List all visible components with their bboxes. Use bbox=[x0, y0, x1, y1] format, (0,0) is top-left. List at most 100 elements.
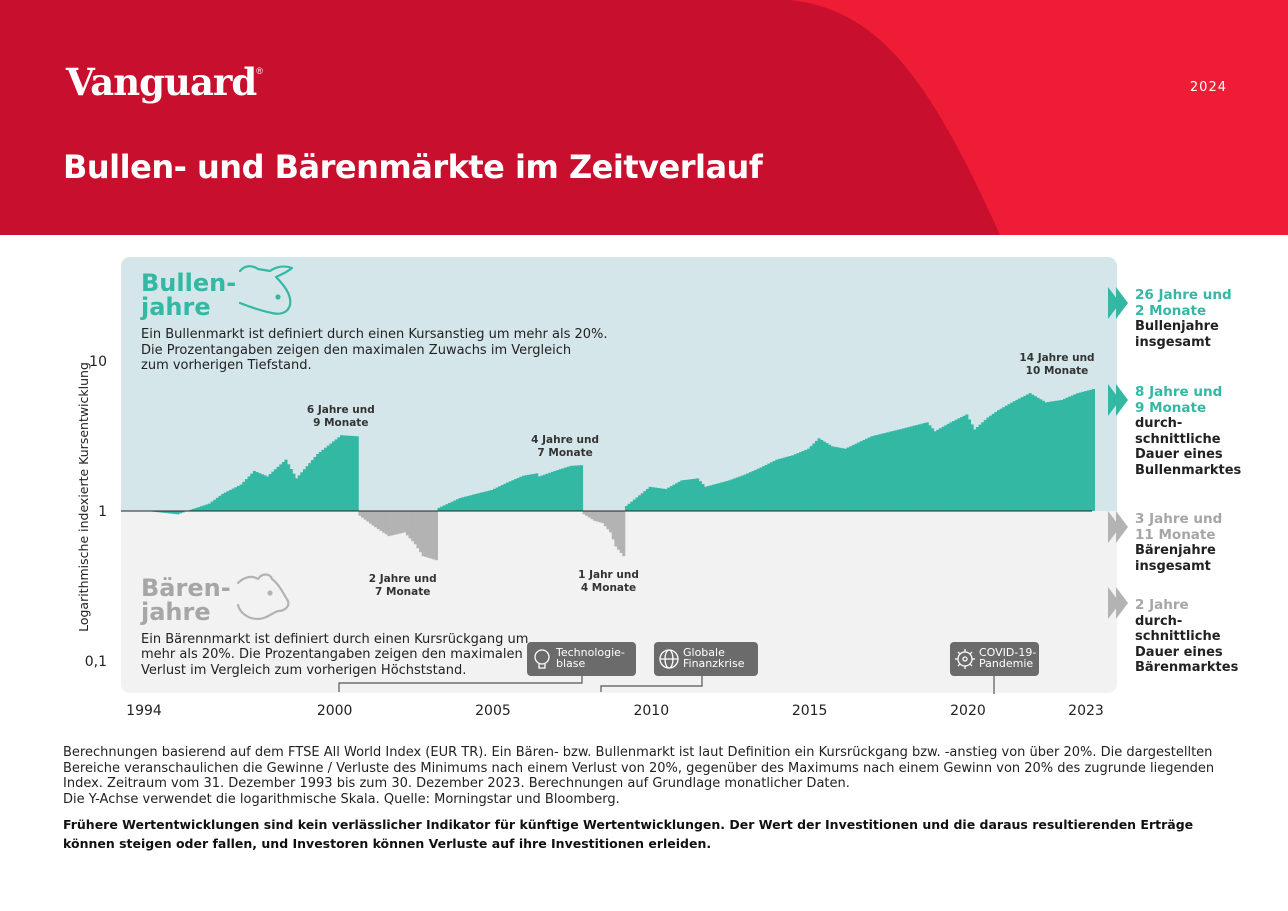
bull-bar bbox=[178, 511, 182, 514]
bear-bar bbox=[395, 511, 399, 535]
header-dark-red-curve bbox=[0, 0, 1000, 235]
bull-bar bbox=[973, 429, 977, 511]
bull-bar bbox=[659, 488, 663, 511]
summary-bear-total-value-2: 11 Monate bbox=[1135, 526, 1216, 543]
x-tick-label-2005: 2005 bbox=[475, 703, 511, 719]
bull-bar bbox=[719, 482, 723, 511]
bull-bar bbox=[624, 505, 628, 511]
summary-bear-total-label-1: Bärenjahre bbox=[1135, 543, 1216, 558]
bull-bar bbox=[830, 446, 834, 511]
bull-bar bbox=[960, 417, 964, 511]
bull-bar bbox=[785, 456, 789, 511]
x-axis-ticks: 1994 2000 2005 2010 2015 2020 2023 bbox=[126, 703, 1104, 719]
bull-bar bbox=[772, 460, 776, 511]
bull-bar bbox=[1084, 391, 1088, 511]
bull-bar bbox=[202, 505, 206, 511]
bull-bar bbox=[738, 476, 742, 511]
bull-duration-label: 7 Monate bbox=[537, 447, 592, 459]
bull-bar bbox=[902, 428, 906, 511]
bull-bar bbox=[627, 503, 631, 511]
bear-description-line1: Ein Bärennmarkt ist definiert durch eine… bbox=[141, 632, 528, 647]
page-title: Bullen- und Bärenmärkte im Zeitverlauf bbox=[63, 148, 763, 186]
bear-bar bbox=[593, 511, 597, 521]
bear-bar bbox=[405, 511, 409, 536]
bull-bar bbox=[305, 466, 309, 511]
bull-bar bbox=[466, 495, 470, 511]
bull-bar bbox=[255, 472, 259, 511]
bull-bar bbox=[688, 479, 692, 511]
bull-duration-label: 9 Monate bbox=[313, 417, 368, 429]
bull-bar bbox=[764, 464, 768, 511]
bull-bar bbox=[556, 470, 560, 511]
bull-bar bbox=[690, 479, 694, 511]
event-label: Pandemie bbox=[979, 657, 1033, 670]
header-background bbox=[0, 0, 1288, 235]
event-box bbox=[654, 642, 758, 676]
bull-bar bbox=[788, 456, 792, 511]
bear-duration-label: 4 Monate bbox=[581, 582, 636, 594]
bull-bar bbox=[925, 422, 929, 511]
bull-bar bbox=[843, 448, 847, 511]
event-label: Technologie- bbox=[555, 646, 625, 659]
bull-bar bbox=[741, 475, 745, 511]
bull-bar bbox=[814, 440, 818, 511]
summary-bull-total-label-1: Bullenjahre bbox=[1135, 319, 1219, 334]
bull-bar bbox=[701, 483, 705, 511]
bull-bar bbox=[799, 452, 803, 511]
bear-bar bbox=[432, 511, 436, 560]
bull-bar bbox=[574, 465, 578, 511]
bear-bar bbox=[384, 511, 388, 535]
bull-bar bbox=[1018, 398, 1022, 511]
bull-bar bbox=[957, 418, 961, 511]
bull-bar bbox=[878, 434, 882, 511]
bull-bar bbox=[266, 476, 270, 511]
bear-bar bbox=[416, 511, 420, 549]
bull-bar bbox=[300, 472, 304, 511]
bull-bar bbox=[226, 491, 230, 511]
bull-bar bbox=[946, 423, 950, 511]
summary-bear-avg-label-1: durch- bbox=[1135, 613, 1183, 629]
bull-bar bbox=[1078, 392, 1082, 511]
bear-bar bbox=[587, 511, 592, 518]
bull-bar bbox=[490, 490, 494, 511]
bear-bar bbox=[371, 511, 375, 526]
bull-bar bbox=[1089, 389, 1093, 511]
bull-bar bbox=[917, 424, 921, 511]
bull-bar bbox=[295, 478, 299, 511]
bull-bar bbox=[820, 439, 824, 511]
logo-text: Vanguard bbox=[66, 60, 257, 104]
bull-bar bbox=[751, 471, 755, 511]
bull-bar bbox=[909, 426, 913, 511]
bull-bar bbox=[1070, 395, 1074, 511]
bull-bar bbox=[345, 435, 349, 511]
bull-bar bbox=[577, 465, 581, 511]
bull-bar bbox=[994, 412, 998, 511]
bear-description-line3: Verlust im Vergleich zum vorherigen Höch… bbox=[141, 663, 466, 678]
bull-bar bbox=[680, 480, 684, 511]
bull-bar bbox=[931, 428, 935, 511]
bull-bar bbox=[524, 475, 528, 511]
bull-bar bbox=[471, 494, 475, 511]
bull-bar bbox=[157, 511, 161, 513]
bull-duration-label: 4 Jahre und bbox=[531, 434, 599, 446]
bull-bar bbox=[181, 511, 185, 513]
bull-bar bbox=[437, 507, 441, 511]
logo-mark: ® bbox=[256, 66, 263, 76]
bear-bar bbox=[582, 511, 586, 515]
bear-description-line2: mehr als 20%. Die Prozentangaben zeigen … bbox=[141, 647, 523, 662]
y-axis-label: Logarithmische indexierte Kursentwicklun… bbox=[76, 362, 91, 632]
bull-bar bbox=[171, 511, 175, 514]
bull-bar bbox=[656, 487, 660, 511]
bull-bar bbox=[1047, 401, 1051, 511]
bull-bar bbox=[717, 483, 721, 511]
bear-bar bbox=[617, 511, 621, 550]
bear-bar bbox=[368, 511, 372, 524]
bull-bar bbox=[838, 447, 842, 511]
bear-avg-arrow-icon bbox=[1108, 587, 1128, 619]
bull-bar bbox=[566, 466, 570, 511]
lightbulb-icon bbox=[534, 649, 550, 669]
bull-bar bbox=[849, 446, 853, 511]
bull-bar bbox=[529, 474, 533, 511]
